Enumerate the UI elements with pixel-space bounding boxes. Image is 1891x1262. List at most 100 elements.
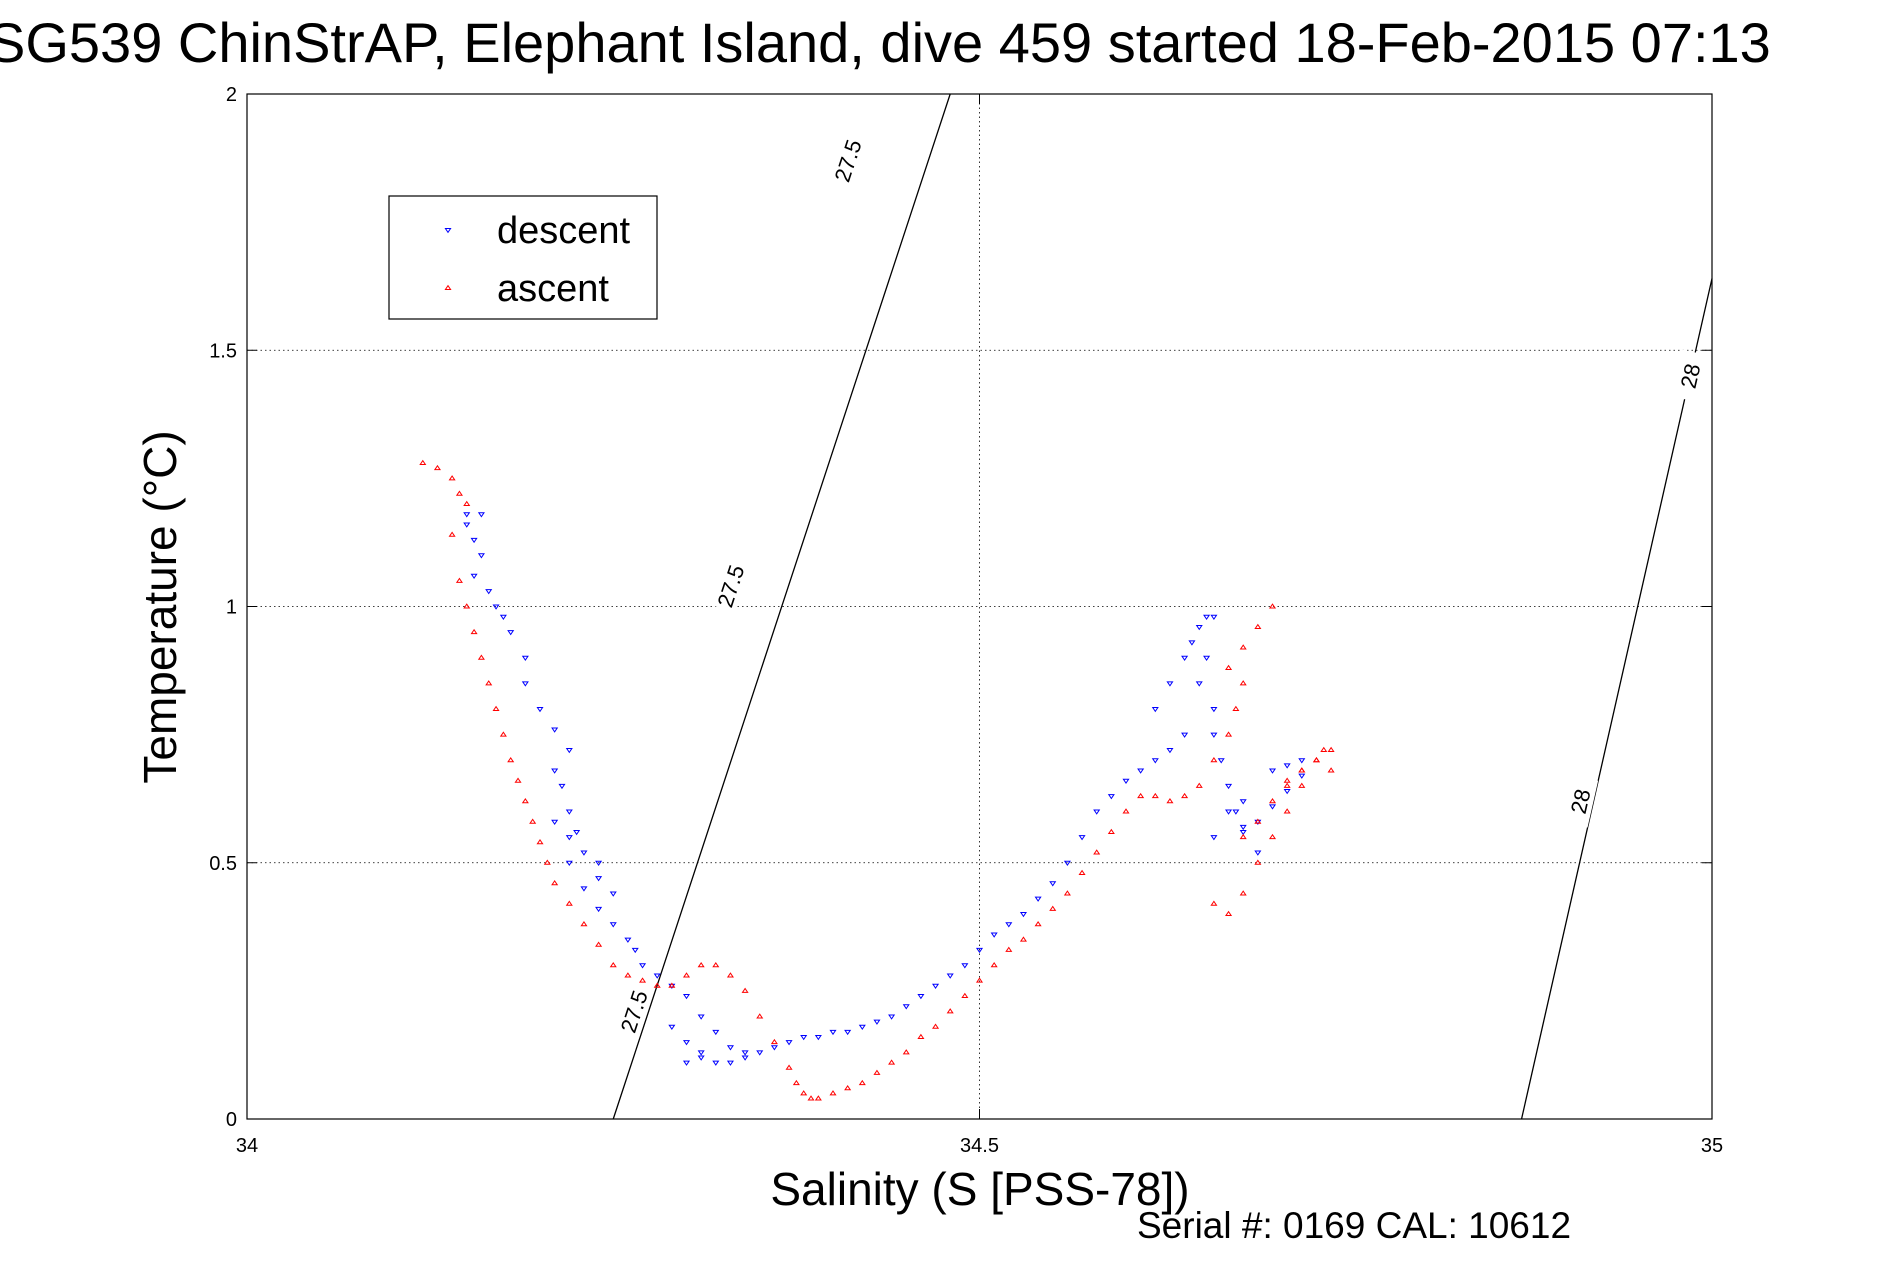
- ascent-point: [1254, 859, 1262, 865]
- isopycnal-line: [1520, 278, 1713, 1120]
- descent-point: [463, 522, 471, 528]
- descent-point: [917, 993, 925, 1000]
- descent-point: [682, 1060, 691, 1066]
- descent-point: [1239, 829, 1247, 836]
- descent-point: [888, 1014, 896, 1020]
- descent-point: [624, 937, 632, 943]
- descent-point: [1107, 794, 1115, 800]
- ascent-point: [858, 1079, 866, 1086]
- descent-point: [1166, 681, 1174, 687]
- ascent-point: [455, 577, 463, 583]
- descent-point: [1283, 788, 1291, 795]
- descent-point: [1298, 758, 1306, 764]
- descent-point: [932, 983, 940, 989]
- ascent-point: [668, 982, 676, 988]
- descent-point: [1232, 809, 1240, 815]
- descent-point: [1151, 758, 1159, 764]
- ascent-point: [1005, 946, 1013, 952]
- descent-point: [975, 947, 984, 954]
- ascent-point: [433, 464, 441, 471]
- ascent-point: [697, 962, 705, 968]
- ascent-point: [1327, 746, 1335, 753]
- descent-point: [595, 876, 603, 882]
- descent-point: [1203, 614, 1211, 620]
- ascent-point: [1195, 782, 1203, 788]
- ascent-point: [1283, 808, 1291, 814]
- descent-point: [946, 973, 954, 979]
- descent-point: [1063, 860, 1071, 866]
- ascent-point: [536, 839, 544, 845]
- ascent-point: [741, 987, 749, 993]
- descent-point: [558, 783, 566, 790]
- x-tick-label: 34.5: [960, 1135, 999, 1157]
- y-tick-label: 1.5: [209, 340, 237, 362]
- ascent-point: [1137, 792, 1145, 799]
- descent-point: [1195, 624, 1203, 631]
- descent-point: [639, 963, 647, 969]
- ascent-point: [1268, 833, 1277, 840]
- ascent-point: [961, 992, 969, 999]
- descent-point: [902, 1004, 910, 1010]
- descent-point: [1151, 706, 1159, 713]
- ascent-point: [1210, 757, 1218, 763]
- isopycnal-label-bg: [710, 559, 751, 613]
- descent-point: [565, 809, 573, 815]
- descent-point: [536, 706, 544, 713]
- ascent-point: [1298, 767, 1306, 773]
- descent-point: [1034, 896, 1042, 902]
- descent-point: [741, 1055, 749, 1061]
- isopycnal-label: 28: [1676, 361, 1706, 390]
- y-tick-label: 0: [226, 1109, 237, 1131]
- ascent-point: [902, 1049, 910, 1055]
- ascent-point: [1254, 623, 1262, 630]
- ascent-point: [1107, 828, 1115, 835]
- ascent-point: [1283, 777, 1291, 783]
- descent-point: [521, 655, 529, 661]
- descent-point: [1239, 799, 1247, 805]
- ascent-point: [807, 1095, 815, 1101]
- descent-point: [712, 1060, 720, 1066]
- descent-point: [1298, 773, 1306, 779]
- descent-point: [1181, 732, 1189, 738]
- ascent-point: [595, 941, 603, 947]
- descent-point: [1210, 835, 1218, 841]
- descent-point: [1210, 706, 1218, 713]
- ascent-point: [1232, 705, 1240, 712]
- x-tick-label: 35: [1701, 1135, 1723, 1157]
- descent-point: [507, 630, 515, 636]
- descent-point: [1195, 681, 1203, 687]
- y-tick-label: 0.5: [209, 853, 237, 875]
- descent-point: [1093, 809, 1101, 815]
- descent-point: [697, 1055, 705, 1061]
- ascent-point: [448, 531, 456, 537]
- ascent-point: [485, 680, 493, 686]
- ascent-point: [785, 1064, 793, 1070]
- descent-point: [1005, 922, 1013, 928]
- ascent-point: [1239, 833, 1247, 840]
- descent-point: [551, 819, 559, 825]
- ascent-point: [419, 459, 427, 466]
- descent-point: [580, 886, 588, 892]
- descent-point: [521, 681, 529, 687]
- descent-point: [1210, 732, 1218, 738]
- ascent-point: [507, 757, 515, 763]
- descent-point: [499, 614, 507, 620]
- ascent-point: [1210, 900, 1218, 906]
- ascent-point: [477, 654, 485, 660]
- ascent-point: [1093, 849, 1101, 855]
- ascent-point: [829, 1090, 837, 1096]
- descent-point: [485, 589, 493, 595]
- legend-box: [388, 195, 658, 320]
- descent-point: [477, 512, 485, 518]
- descent-point: [712, 1029, 720, 1036]
- axis-ticks: 34 34.5 35 0 0.5 1 1.5 2: [209, 84, 1723, 1157]
- ascent-point: [1166, 798, 1174, 804]
- ascent-point: [463, 603, 471, 609]
- serial-footer: Serial #: 0169 CAL: 10612: [1137, 1205, 1571, 1246]
- descent-point: [1203, 655, 1211, 661]
- ascent-point: [1327, 767, 1335, 773]
- legend-marker-ascent: [444, 284, 452, 291]
- descent-point: [961, 963, 969, 969]
- descent-point: [1283, 763, 1291, 769]
